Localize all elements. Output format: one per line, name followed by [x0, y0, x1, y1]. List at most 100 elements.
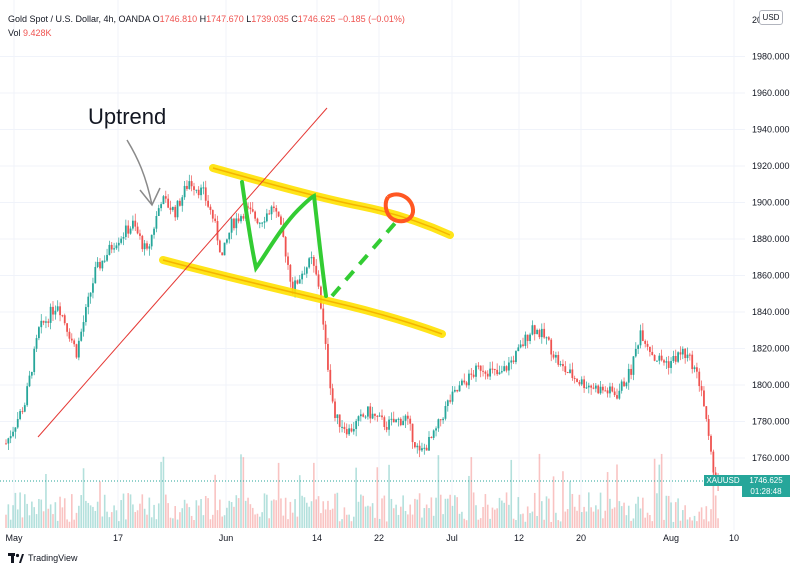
candle-body [491, 368, 494, 370]
candle-body [54, 310, 57, 315]
candle-body [585, 387, 588, 389]
candle-body [352, 428, 355, 432]
volume-bar [207, 498, 209, 528]
candle-body [667, 361, 670, 368]
volume-bar [7, 504, 10, 528]
candle-body [524, 334, 527, 346]
volume-bar [275, 500, 278, 528]
volume-bar [174, 506, 176, 528]
volume-key: Vol [8, 28, 21, 38]
candle-body [92, 283, 94, 293]
candle-body [576, 378, 578, 382]
tradingview-logo[interactable]: TradingView [8, 553, 78, 563]
candle-body [317, 274, 320, 287]
volume-bar [630, 520, 632, 528]
volume-bar [602, 518, 604, 528]
candle-body [280, 216, 282, 225]
volume-bar [165, 494, 167, 528]
candle-body [80, 331, 83, 341]
candle-body [562, 364, 564, 367]
volume-bar [118, 521, 120, 528]
volume-bar [329, 509, 332, 528]
candle-body [566, 372, 569, 374]
volume-bar [479, 518, 482, 528]
x-tick-label: 14 [312, 533, 322, 543]
candle-body [411, 423, 414, 443]
candle-body [186, 185, 188, 189]
candle-body [435, 428, 437, 431]
volume-bar [512, 518, 515, 528]
symbol-tag: XAUUSD [704, 475, 742, 486]
candle-body [94, 266, 97, 284]
volume-bar [477, 519, 480, 528]
candle-body [296, 280, 299, 284]
volume-bar [291, 512, 294, 528]
volume-bar [522, 513, 524, 528]
volume-bar [705, 506, 708, 528]
volume-bar [233, 506, 235, 528]
volume-bar [251, 507, 254, 528]
candle-body [251, 209, 254, 212]
candle-body [338, 414, 341, 427]
candle-body [129, 228, 132, 234]
volume-bar [343, 507, 346, 528]
volume-bar [148, 497, 151, 528]
candle-body [14, 427, 17, 432]
volume-bar [717, 518, 719, 528]
candle-body [16, 419, 19, 428]
candle-body [85, 307, 87, 323]
volume-bar [110, 512, 113, 528]
candle-body [132, 220, 134, 229]
volume-bar [425, 504, 428, 528]
candle-body [9, 436, 12, 439]
volume-bar [122, 493, 125, 528]
candle-body [580, 379, 583, 385]
volume-bar [153, 504, 155, 528]
volume-bar [301, 495, 303, 528]
volume-bar [639, 508, 642, 528]
candle-body [451, 391, 454, 402]
volume-bar [703, 519, 705, 528]
candle-body [155, 215, 158, 229]
candle-body [430, 436, 433, 438]
candle-body [508, 362, 510, 371]
candle-body [70, 338, 73, 341]
candle-body [28, 375, 31, 387]
candle-body [587, 385, 590, 388]
volume-bar [242, 457, 245, 528]
volume-bar [698, 511, 701, 528]
volume-bar [75, 512, 78, 528]
volume-bar [362, 495, 364, 528]
candle-body [261, 222, 264, 224]
volume-bar [99, 481, 101, 528]
candle-body [425, 447, 428, 451]
volume-bar [193, 519, 195, 528]
volume-bar [134, 511, 137, 528]
candle-body [686, 354, 689, 359]
candle-body [174, 206, 177, 218]
candle-body [136, 226, 139, 234]
volume-value: 9.428K [23, 28, 52, 38]
candle-body [632, 356, 635, 375]
volume-bar [355, 467, 357, 528]
volume-bar [597, 509, 599, 528]
volume-bar [188, 507, 191, 528]
candle-body [277, 211, 280, 217]
volume-bar [689, 517, 691, 528]
currency-button[interactable]: USD [759, 10, 783, 25]
candle-body [164, 196, 167, 199]
y-tick-label: 1900.000 [752, 198, 790, 208]
candle-body [301, 273, 303, 280]
volume-bar [294, 499, 296, 528]
candle-body [308, 258, 311, 268]
candle-body [536, 329, 538, 335]
candle-body [298, 279, 301, 284]
volume-bar [273, 499, 275, 528]
candle-body [470, 373, 473, 375]
volume-bar [287, 519, 289, 528]
volume-bar [439, 494, 442, 528]
volume-bar [327, 500, 329, 528]
volume-bar [183, 499, 186, 528]
volume-bar [259, 516, 261, 528]
